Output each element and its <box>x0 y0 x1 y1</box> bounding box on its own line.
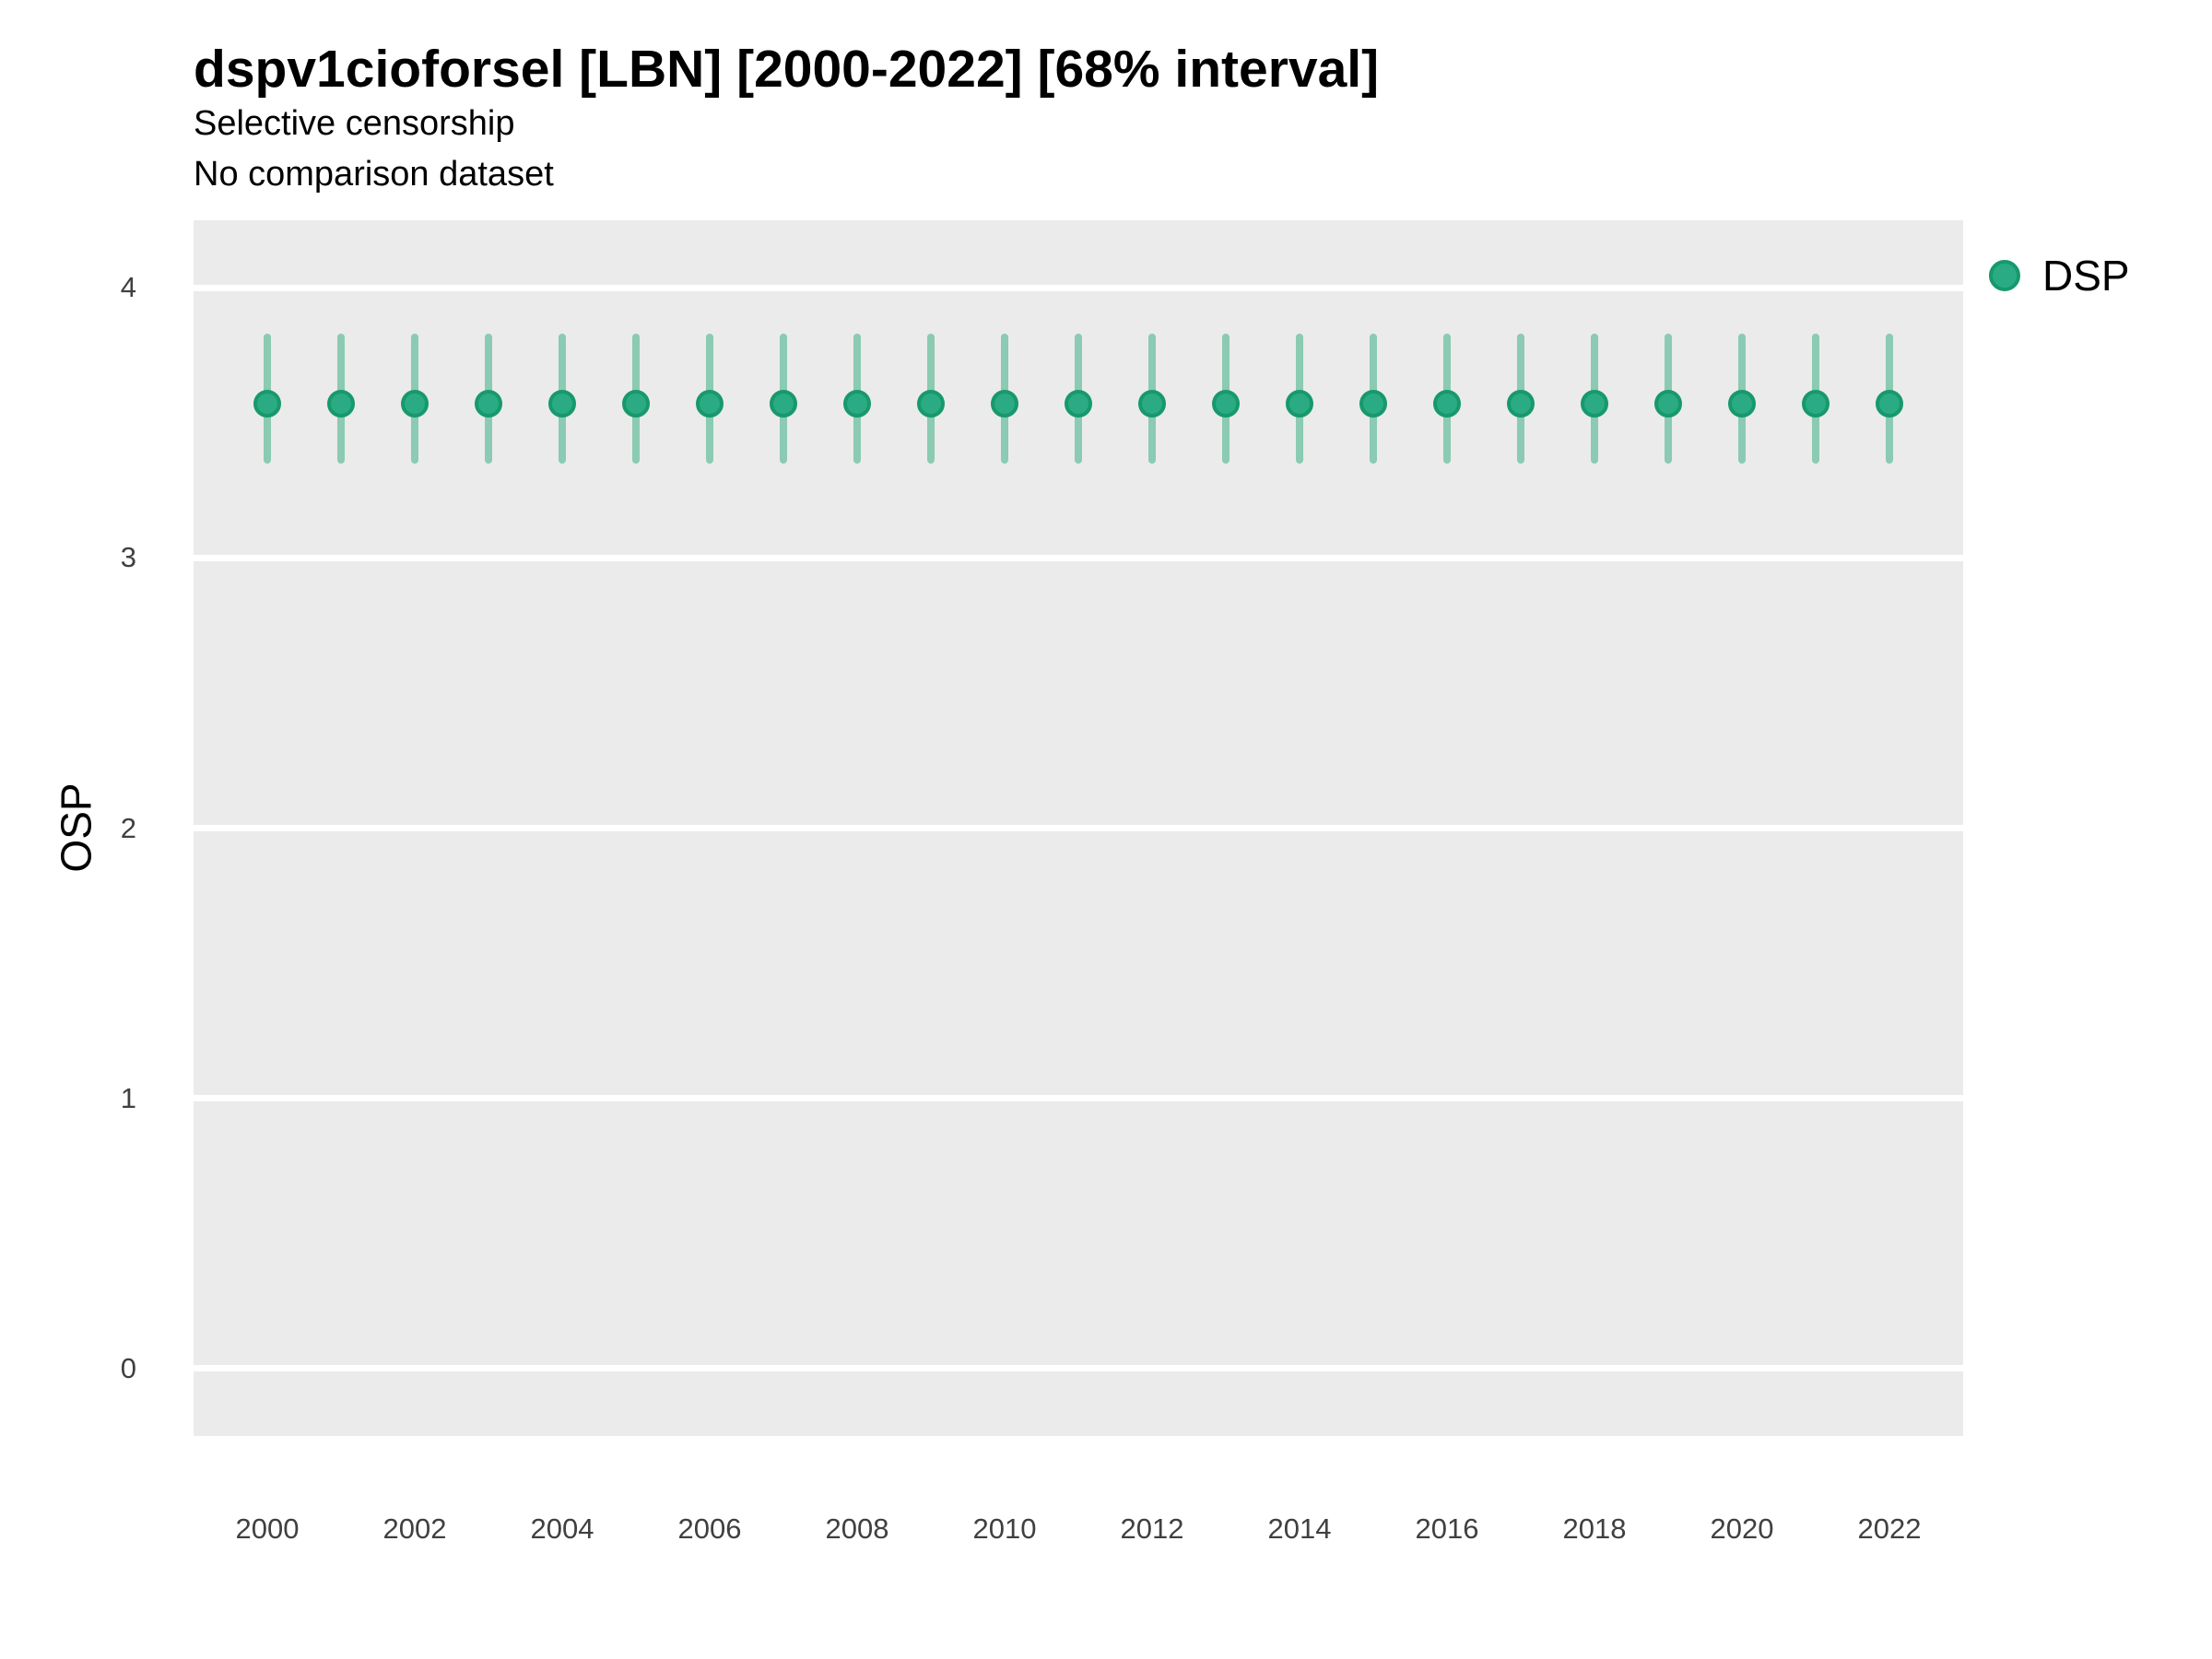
data-point-2015 <box>1359 390 1387 418</box>
y-axis-tick-label: 2 <box>120 811 136 844</box>
chart-subtitle-secondary: No comparison dataset <box>194 155 554 194</box>
x-axis-tick-label: 2016 <box>1415 1512 1479 1545</box>
data-point-2018 <box>1581 390 1608 418</box>
data-point-2008 <box>843 390 871 418</box>
legend-point-icon <box>1989 260 2020 291</box>
x-axis-tick-label: 2002 <box>382 1512 447 1545</box>
data-point-2001 <box>327 390 355 418</box>
x-axis-tick-label: 2018 <box>1562 1512 1627 1545</box>
data-point-2012 <box>1138 390 1166 418</box>
y-axis-tick-label: 1 <box>120 1081 136 1114</box>
data-point-2009 <box>917 390 945 418</box>
y-axis-tick-label: 4 <box>120 271 136 304</box>
data-point-2013 <box>1212 390 1240 418</box>
data-point-2017 <box>1507 390 1535 418</box>
y-gridline-4 <box>194 284 1963 291</box>
data-point-2006 <box>696 390 724 418</box>
x-axis-tick-label: 2000 <box>235 1512 300 1545</box>
data-point-2019 <box>1654 390 1682 418</box>
data-point-2002 <box>401 390 429 418</box>
data-point-2011 <box>1065 390 1092 418</box>
x-axis-tick-label: 2008 <box>825 1512 889 1545</box>
x-axis-tick-label: 2012 <box>1120 1512 1184 1545</box>
x-axis-tick-label: 2014 <box>1267 1512 1332 1545</box>
chart-title: dspv1cioforsel [LBN] [2000-2022] [68% in… <box>194 40 1380 99</box>
legend-item-label: DSP <box>2042 252 2130 300</box>
data-point-2003 <box>475 390 502 418</box>
y-gridline-3 <box>194 554 1963 561</box>
data-point-2022 <box>1876 390 1903 418</box>
y-axis-tick-label: 3 <box>120 541 136 574</box>
y-gridline-0 <box>194 1365 1963 1372</box>
data-point-2020 <box>1728 390 1756 418</box>
data-point-2016 <box>1433 390 1461 418</box>
data-point-2010 <box>991 390 1018 418</box>
data-point-2007 <box>770 390 797 418</box>
x-axis-tick-label: 2020 <box>1710 1512 1774 1545</box>
x-axis-tick-label: 2006 <box>677 1512 742 1545</box>
data-point-2014 <box>1286 390 1313 418</box>
x-axis-tick-label: 2010 <box>972 1512 1037 1545</box>
data-point-2004 <box>548 390 576 418</box>
data-point-2021 <box>1802 390 1830 418</box>
x-axis-tick-label: 2004 <box>530 1512 594 1545</box>
legend: DSP <box>1989 245 2130 306</box>
chart-subtitle: Selective censorship <box>194 104 515 143</box>
y-gridline-1 <box>194 1095 1963 1102</box>
x-axis-tick-label: 2022 <box>1857 1512 1922 1545</box>
data-point-2000 <box>253 390 281 418</box>
y-gridline-2 <box>194 825 1963 831</box>
y-axis-tick-label: 0 <box>120 1351 136 1384</box>
data-point-2005 <box>622 390 650 418</box>
